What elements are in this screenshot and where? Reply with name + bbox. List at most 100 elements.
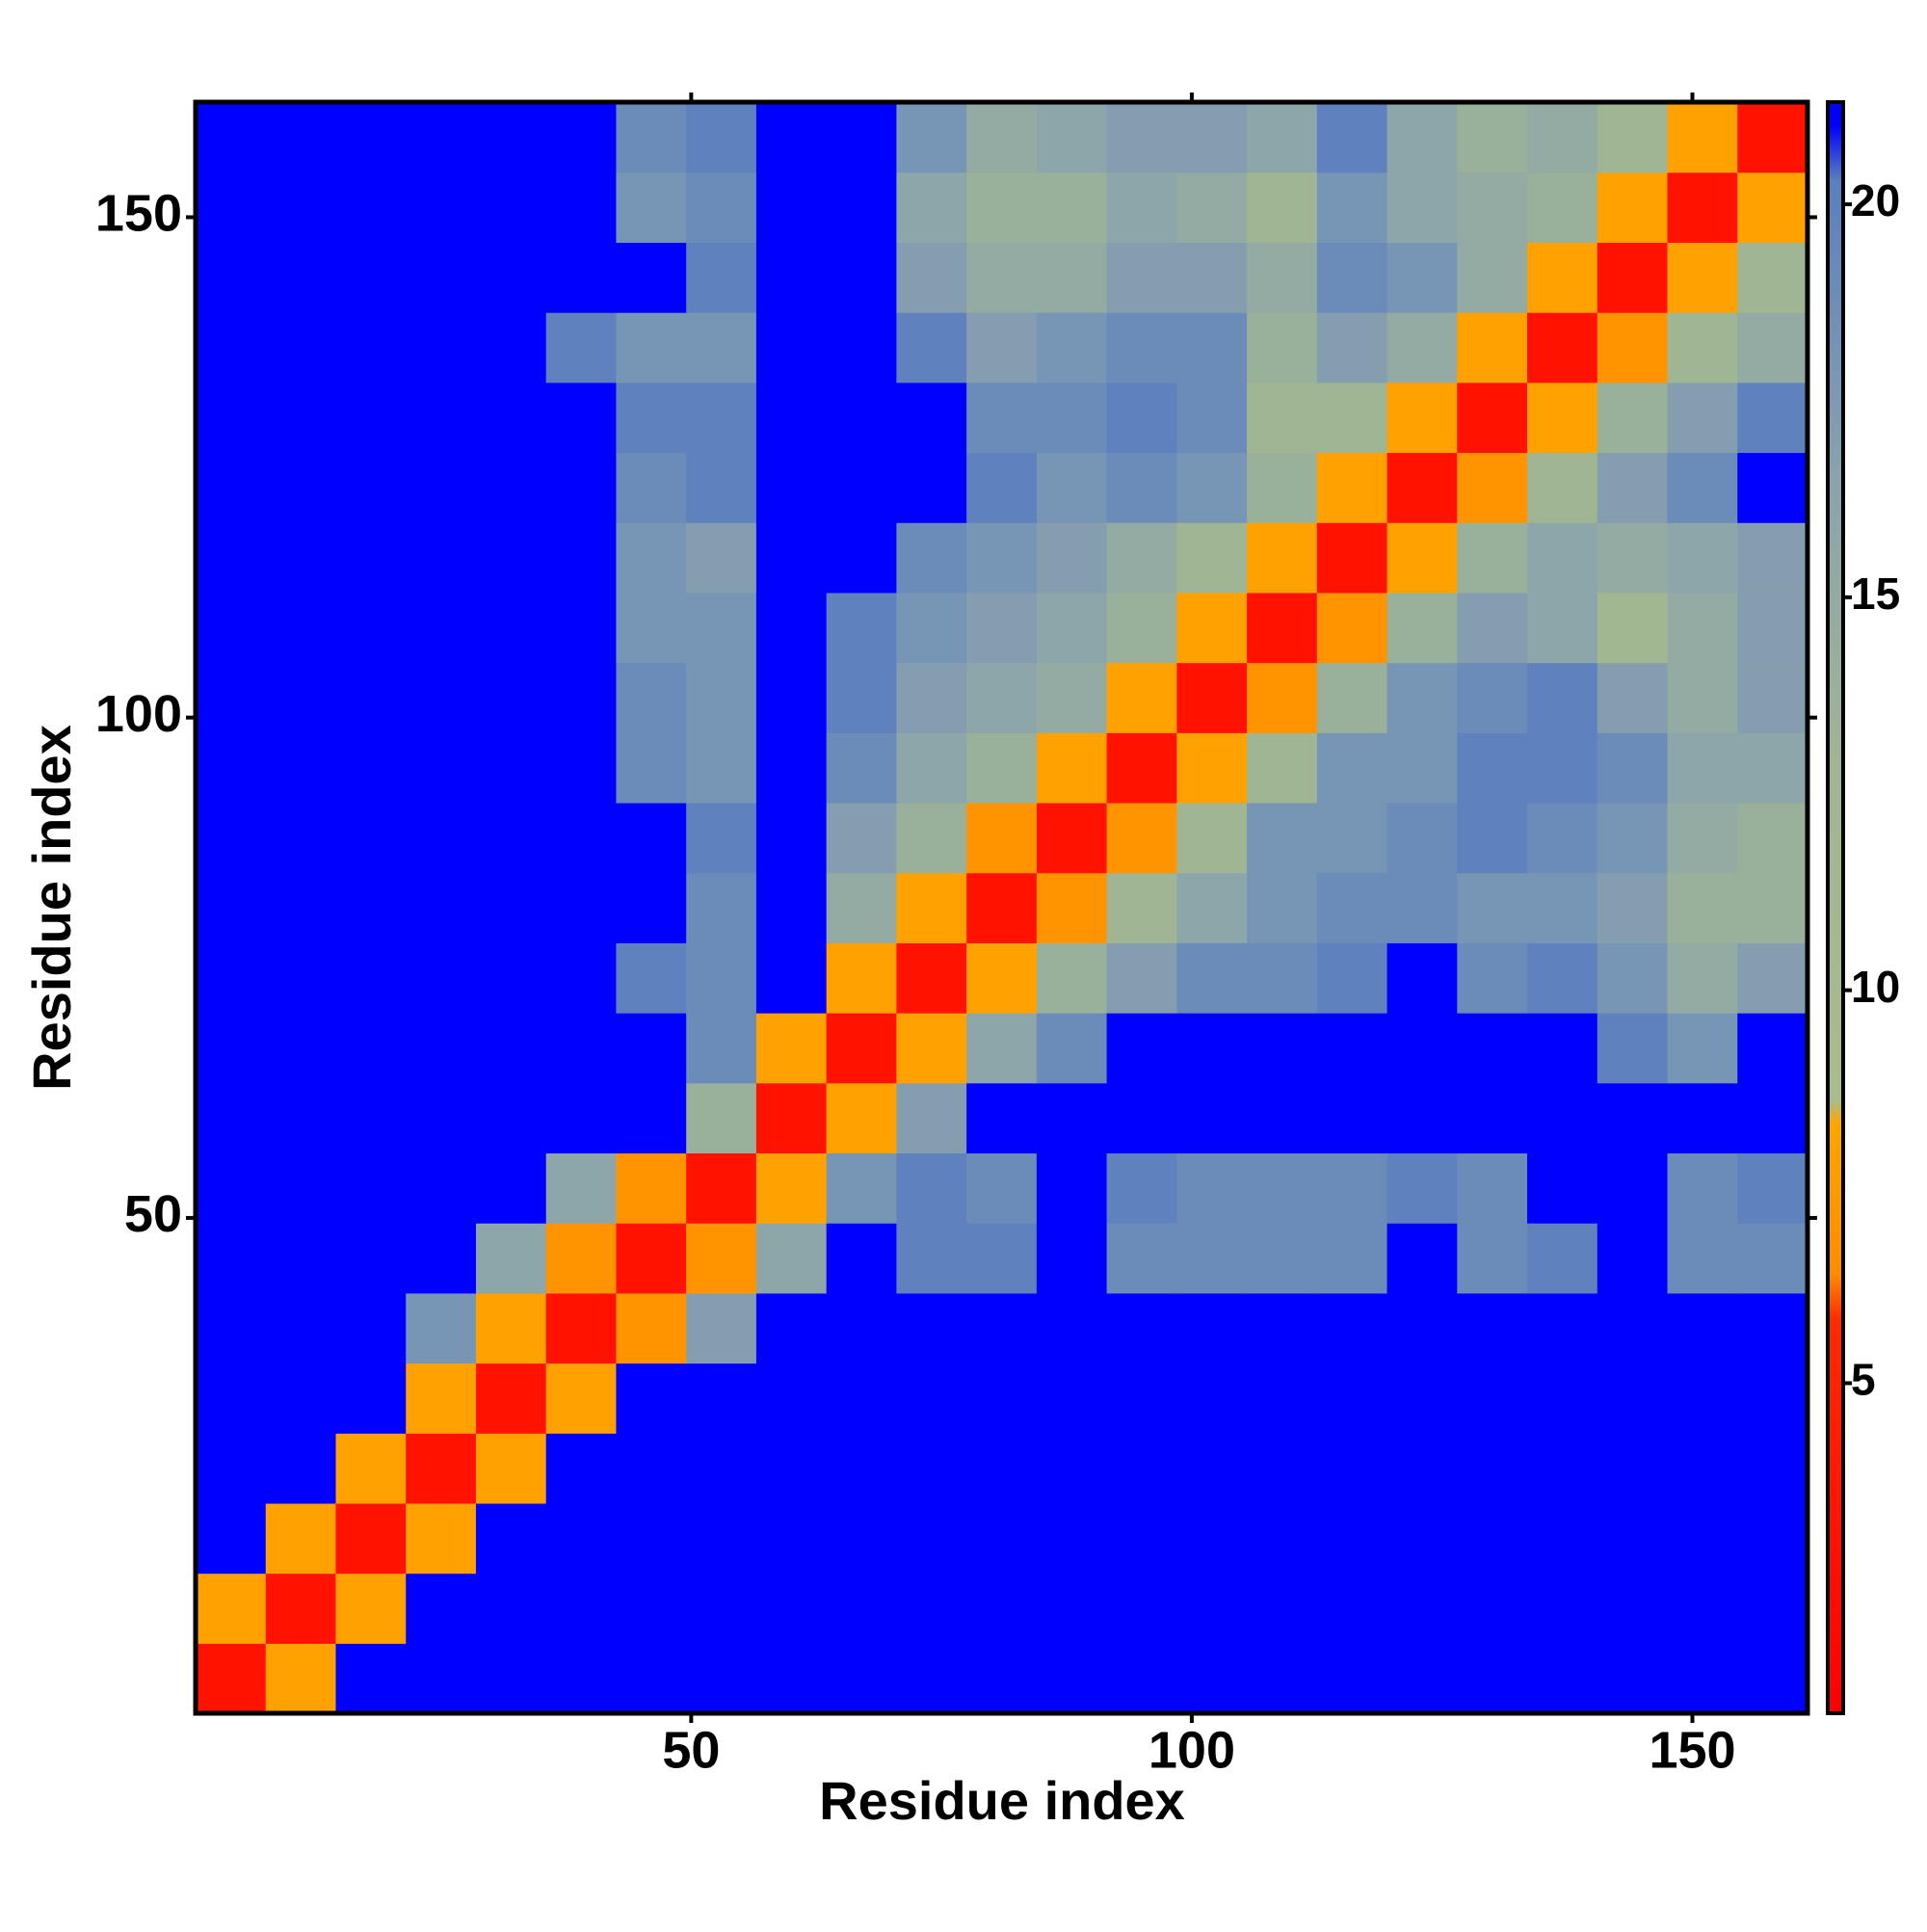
heatmap-cell xyxy=(1316,452,1388,523)
heatmap-cell xyxy=(686,1082,757,1154)
heatmap-cell xyxy=(1386,172,1458,243)
heatmap-cell xyxy=(1247,242,1318,313)
heatmap-cell xyxy=(545,662,618,733)
heatmap-cell xyxy=(1247,1363,1318,1434)
heatmap-cell xyxy=(1737,312,1808,384)
heatmap-cell xyxy=(1316,102,1388,173)
heatmap-cell xyxy=(1106,452,1177,523)
heatmap-cell xyxy=(616,1363,687,1434)
heatmap-cell xyxy=(1597,102,1669,173)
heatmap-cell xyxy=(826,1573,897,1644)
heatmap-cell xyxy=(1316,522,1388,594)
heatmap-cell xyxy=(1737,872,1808,943)
heatmap-cell xyxy=(616,522,687,594)
heatmap-cell xyxy=(1457,802,1528,874)
heatmap-cell xyxy=(1316,662,1388,733)
heatmap-cell xyxy=(545,1433,618,1504)
heatmap-cell xyxy=(196,382,267,454)
heatmap-cell xyxy=(1106,732,1177,804)
heatmap-cell xyxy=(1527,1223,1598,1294)
heatmap-cell xyxy=(1036,452,1108,523)
heatmap-cell xyxy=(335,1152,407,1224)
heatmap-cell xyxy=(1106,382,1177,454)
heatmap-cell xyxy=(966,1433,1038,1504)
heatmap-cell xyxy=(896,452,967,523)
heatmap-cell xyxy=(335,382,407,454)
heatmap-cell xyxy=(826,242,897,313)
heatmap-cell xyxy=(826,1223,897,1294)
heatmap-cell xyxy=(335,102,407,173)
heatmap-cell xyxy=(1316,1363,1388,1434)
heatmap-cell xyxy=(1247,872,1318,943)
heatmap-cell xyxy=(686,522,757,594)
heatmap-cell xyxy=(265,1643,337,1714)
heatmap-cell xyxy=(265,452,337,523)
heatmap-cell xyxy=(1737,1433,1808,1504)
heatmap-cell xyxy=(1106,1433,1177,1504)
heatmap-cell xyxy=(966,1223,1038,1294)
heatmap-cell xyxy=(616,452,687,523)
heatmap-cell xyxy=(1176,102,1248,173)
heatmap-cell xyxy=(616,1223,687,1294)
heatmap-cell xyxy=(1667,102,1738,173)
heatmap-cell xyxy=(1316,592,1388,664)
heatmap-cell xyxy=(1527,312,1598,384)
heatmap-cell xyxy=(1737,172,1808,243)
heatmap-cell xyxy=(1316,1223,1388,1294)
heatmap-cell xyxy=(1667,662,1738,733)
heatmap-cell xyxy=(406,1433,477,1504)
heatmap-cell xyxy=(1316,1152,1388,1224)
heatmap-cell xyxy=(406,802,477,874)
heatmap-cell xyxy=(406,382,477,454)
heatmap-cell xyxy=(475,732,547,804)
heatmap-cell xyxy=(196,592,267,664)
heatmap-cell xyxy=(406,942,477,1014)
heatmap-cell xyxy=(1247,1433,1318,1504)
heatmap-cell xyxy=(1667,1082,1738,1154)
heatmap-cell xyxy=(966,1363,1038,1434)
heatmap-cell xyxy=(966,872,1038,943)
heatmap-cell xyxy=(1597,172,1669,243)
heatmap-cell xyxy=(1176,1082,1248,1154)
heatmap-cell xyxy=(335,1363,407,1434)
heatmap-cell xyxy=(1247,662,1318,733)
heatmap-cell xyxy=(896,1292,967,1364)
heatmap-cell xyxy=(1457,1433,1528,1504)
heatmap-cell xyxy=(1316,732,1388,804)
heatmap-cell xyxy=(1457,1152,1528,1224)
heatmap-cell xyxy=(196,1013,267,1084)
heatmap-cell xyxy=(265,1433,337,1504)
heatmap-cell xyxy=(196,1502,267,1575)
heatmap-cell xyxy=(335,592,407,664)
heatmap-cell xyxy=(1176,942,1248,1014)
heatmap-cell xyxy=(406,1363,477,1434)
heatmap-cell xyxy=(826,102,897,173)
heatmap-cell xyxy=(686,942,757,1014)
x-tick-label: 100 xyxy=(1148,1721,1235,1779)
heatmap-cell xyxy=(475,1433,547,1504)
heatmap-cell xyxy=(406,1152,477,1224)
y-tick-label: 150 xyxy=(95,185,182,243)
heatmap-cell xyxy=(1176,872,1248,943)
heatmap-cell xyxy=(1036,1152,1108,1224)
heatmap-cell xyxy=(335,172,407,243)
heatmap-cell xyxy=(335,662,407,733)
heatmap-cell xyxy=(1247,1082,1318,1154)
heatmap-cell xyxy=(265,102,337,173)
heatmap-cell xyxy=(1247,802,1318,874)
heatmap-cell xyxy=(406,1013,477,1084)
heatmap-cell xyxy=(1386,1082,1458,1154)
heatmap-cell xyxy=(475,592,547,664)
heatmap-cell xyxy=(616,1082,687,1154)
heatmap-cell xyxy=(1527,1502,1598,1575)
heatmap-cell xyxy=(196,802,267,874)
heatmap-cell xyxy=(616,1433,687,1504)
heatmap-cell xyxy=(896,102,967,173)
heatmap-cell xyxy=(1176,662,1248,733)
heatmap-cell xyxy=(1176,802,1248,874)
heatmap-cell xyxy=(265,662,337,733)
heatmap-cell xyxy=(966,312,1038,384)
heatmap-cell xyxy=(1386,1152,1458,1224)
axes: 50 100 150 50 100 150 5 10 15 20 xyxy=(95,93,1900,1779)
heatmap-cell xyxy=(1247,522,1318,594)
